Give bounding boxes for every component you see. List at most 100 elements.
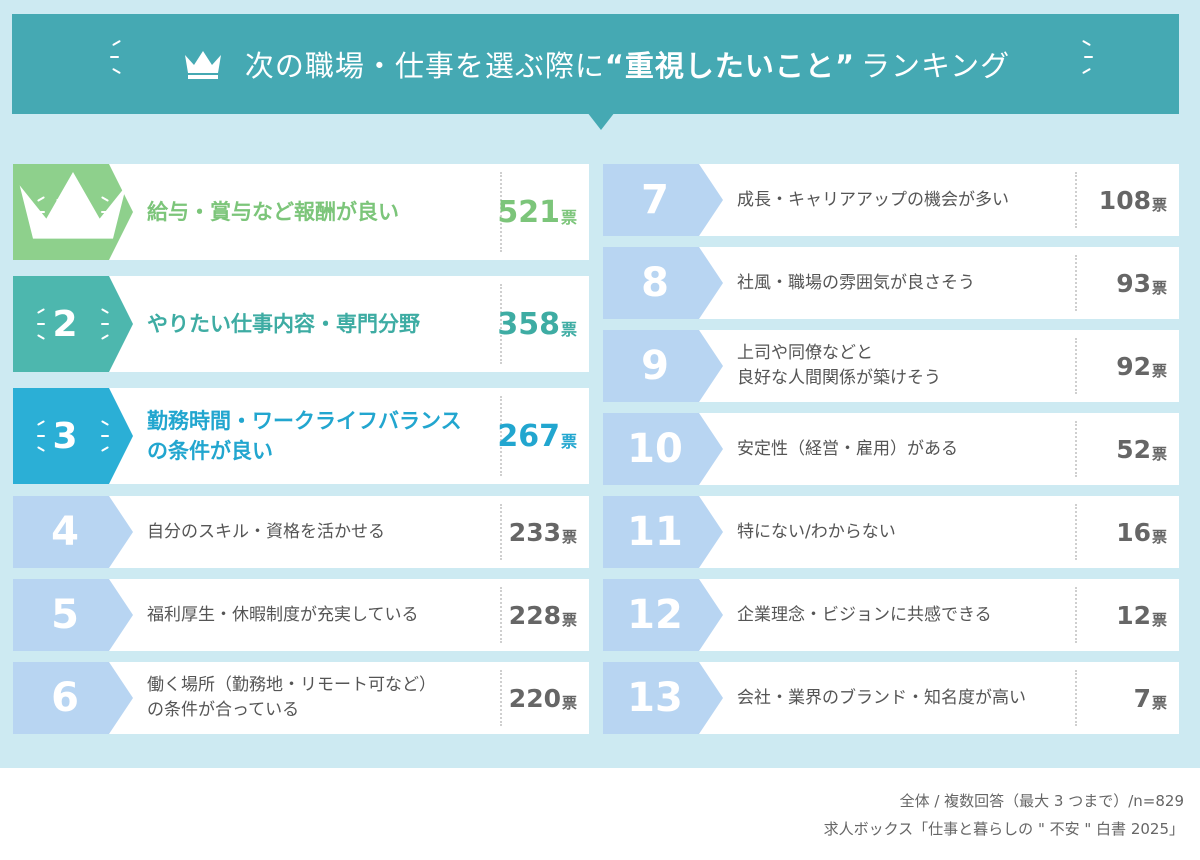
vote-number: 220 [508,683,561,713]
rank-arrow-shape [13,388,133,484]
vote-unit: 票 [1151,361,1167,380]
row-divider [1075,255,1077,311]
rank-arrow-fill [603,330,723,402]
rank-number: 4 [51,509,79,555]
rank-number: 6 [51,675,79,721]
rank-arrow-fill [603,496,723,568]
row-divider [500,504,502,560]
title-spark-right-icon [1078,36,1098,80]
vote-unit: 票 [1151,527,1167,546]
vote-count: 93 票 [1116,247,1167,319]
ranking-row-4: 4 自分のスキル・資格を活かせる 233 票 [13,496,589,568]
title-emphasis: 重視したいこと [624,49,835,83]
rank-arrow-fill [13,496,133,568]
ranking-label: 自分のスキル・資格を活かせる [147,521,385,542]
vote-unit: 票 [1151,693,1167,712]
title-open-quote: “ [604,49,625,83]
rank-arrow-shape [603,413,723,485]
ranking-label: 勤務時間・ワークライフバランス の条件が良い [147,409,462,463]
title-banner: 次の職場・仕事を選ぶ際に “ 重視したいこと ” ランキング [12,14,1179,114]
banner-pointer [587,112,615,130]
row-divider [1075,338,1077,394]
rank-badge: 13 [603,662,723,734]
vote-count: 52 票 [1116,413,1167,485]
vote-count: 108 票 [1099,164,1167,236]
vote-count: 220 票 [509,662,577,734]
vote-count: 16 票 [1116,496,1167,568]
rank-number: 9 [641,343,669,389]
rank-badge: 3 [13,388,133,484]
ranking-row-2: 2 やりたい仕事内容・専門分野 358 票 [13,276,589,372]
vote-unit: 票 [1151,278,1167,297]
vote-number: 358 [497,306,560,342]
rank-arrow-fill [13,276,133,372]
vote-unit: 票 [560,320,577,339]
rank-arrow-fill [603,247,723,319]
ranking-row-10: 10 安定性（経営・雇用）がある 52 票 [603,413,1179,485]
vote-unit: 票 [1151,195,1167,214]
rank-arrow-fill [13,662,133,734]
rank-arrow-shape [603,330,723,402]
ranking-row-9: 9 上司や同僚などと 良好な人間関係が築けそう 92 票 [603,330,1179,402]
row-divider [500,172,502,252]
rank-arrow-fill [603,662,723,734]
ranking-row-13: 13 会社・業界のブランド・知名度が高い 7 票 [603,662,1179,734]
vote-number: 108 [1098,185,1151,215]
row-divider [1075,504,1077,560]
ranking-row-3: 3 勤務時間・ワークライフバランス の条件が良い 267 票 [13,388,589,484]
title-wrap: 次の職場・仕事を選ぶ際に “ 重視したいこと ” ランキング [181,43,1010,85]
rank-number: 10 [627,426,683,472]
sparkle-icon [99,307,111,341]
rank-arrow-fill [603,413,723,485]
vote-number: 7 [1133,683,1151,713]
row-divider [1075,587,1077,643]
rank-arrow-shape [603,496,723,568]
row-divider [500,587,502,643]
vote-count: 233 票 [509,496,577,568]
rank-arrow-shape [603,579,723,651]
rank-arrow-shape [603,247,723,319]
rank-badge: 7 [603,164,723,236]
rank-badge: 2 [13,276,133,372]
rank-number: 11 [627,509,683,555]
ranking-row-6: 6 働く場所（勤務地・リモート可など） の条件が合っている 220 票 [13,662,589,734]
vote-unit: 票 [561,610,577,629]
sparkle-icon [35,307,47,341]
vote-unit: 票 [561,527,577,546]
vote-number: 52 [1116,434,1151,464]
vote-number: 93 [1116,268,1151,298]
title-close-quote: ” [834,49,855,83]
vote-number: 233 [508,517,561,547]
source-credit: 求人ボックス「仕事と暮らしの " 不安 " 白書 2025」 [823,820,1184,838]
rank-arrow-fill [13,388,133,484]
ranking-label: 会社・業界のブランド・知名度が高い [737,687,1026,708]
rank-badge: 6 [13,662,133,734]
survey-note: 全体 / 複数回答（最大 3 つまで）/n=829 [899,792,1184,810]
vote-unit: 票 [560,208,577,227]
vote-count: 92 票 [1116,330,1167,402]
title-post: ランキング [861,49,1011,83]
vote-number: 228 [508,600,561,630]
rank-arrow-shape [603,662,723,734]
vote-count: 228 票 [509,579,577,651]
vote-count: 358 票 [497,276,577,372]
row-divider [500,396,502,476]
vote-count: 12 票 [1116,579,1167,651]
ranking-row-12: 12 企業理念・ビジョンに共感できる 12 票 [603,579,1179,651]
vote-unit: 票 [560,432,577,451]
page-title: 次の職場・仕事を選ぶ際に “ 重視したいこと ” ランキング [245,43,1010,85]
rank-badge: 11 [603,496,723,568]
vote-number: 16 [1116,517,1151,547]
ranking-label: 企業理念・ビジョンに共感できる [737,604,992,625]
ranking-row-5: 5 福利厚生・休暇制度が充実している 228 票 [13,579,589,651]
ranking-label: 成長・キャリアアップの機会が多い [737,189,1009,210]
rank-arrow-shape [13,496,133,568]
ranking-label: 福利厚生・休暇制度が充実している [147,604,419,625]
rank-arrow-shape [13,579,133,651]
sparkle-icon [99,419,111,453]
title-spark-left-icon [108,36,128,80]
rank-arrow-shape [603,164,723,236]
rank-badge: 10 [603,413,723,485]
